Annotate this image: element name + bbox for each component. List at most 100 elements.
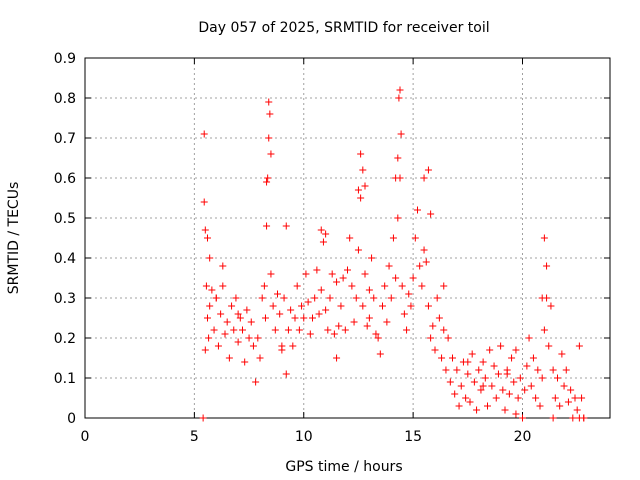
data-point	[317, 226, 325, 234]
data-point	[333, 354, 341, 362]
data-point	[564, 398, 572, 406]
data-point	[381, 282, 389, 290]
data-point	[479, 382, 487, 390]
data-point	[527, 382, 535, 390]
data-point	[200, 130, 208, 138]
data-point	[234, 338, 242, 346]
data-point	[304, 298, 312, 306]
y-tick-label: 0.6	[54, 171, 76, 187]
data-point	[365, 314, 373, 322]
data-point	[230, 326, 238, 334]
data-point	[549, 414, 557, 422]
data-point	[389, 234, 397, 242]
data-point	[287, 306, 295, 314]
data-point	[571, 394, 579, 402]
data-point	[265, 134, 273, 142]
data-point	[256, 354, 264, 362]
data-point	[370, 294, 378, 302]
data-point	[562, 366, 570, 374]
data-point	[385, 262, 393, 270]
data-point	[503, 370, 511, 378]
data-point	[280, 294, 288, 302]
data-point	[457, 382, 465, 390]
data-point	[416, 262, 424, 270]
data-point	[263, 222, 271, 230]
data-point	[534, 366, 542, 374]
data-point	[201, 346, 209, 354]
data-point	[206, 254, 214, 262]
data-point	[328, 270, 336, 278]
data-point	[348, 282, 356, 290]
data-point	[554, 374, 561, 382]
data-point	[424, 302, 432, 310]
data-point	[357, 194, 365, 202]
data-point	[200, 198, 208, 206]
data-point	[204, 314, 211, 322]
y-tick-label: 0.9	[54, 51, 76, 67]
data-point	[337, 302, 345, 310]
data-point	[317, 286, 325, 294]
data-point	[532, 394, 540, 402]
data-point	[346, 234, 354, 242]
data-point	[403, 326, 411, 334]
data-point	[383, 318, 391, 326]
data-point	[243, 306, 251, 314]
data-point	[269, 302, 277, 310]
data-point	[455, 402, 463, 410]
data-point	[392, 274, 400, 282]
y-tick-label: 0.4	[54, 251, 76, 267]
data-point	[499, 386, 507, 394]
data-point	[473, 406, 481, 414]
data-point	[486, 346, 494, 354]
data-point	[512, 346, 520, 354]
data-point	[271, 326, 279, 334]
data-point	[357, 150, 365, 158]
data-point	[274, 290, 281, 298]
y-tick-label: 0.3	[54, 291, 76, 307]
data-point	[400, 310, 408, 318]
y-tick-label: 0	[67, 411, 76, 427]
axis-ticks: 0 0.1 0.2 0.3 0.4 0.5 0.6 0.7 0.8 0.9 0 5 10 15 20	[54, 51, 610, 445]
y-tick-label: 0.2	[54, 331, 76, 347]
x-tick-label: 5	[190, 429, 199, 445]
data-point	[479, 358, 487, 366]
data-point	[464, 370, 472, 378]
data-point	[221, 330, 229, 338]
data-point	[438, 354, 446, 362]
data-point	[453, 366, 461, 374]
data-point	[514, 394, 522, 402]
data-point	[210, 326, 218, 334]
data-point	[295, 326, 303, 334]
data-point	[521, 386, 529, 394]
data-point	[264, 174, 272, 182]
data-point	[475, 366, 483, 374]
data-point	[407, 302, 415, 310]
data-point	[540, 326, 548, 334]
data-point	[429, 322, 437, 330]
data-point	[505, 390, 513, 398]
data-point	[558, 350, 566, 358]
data-point	[284, 326, 292, 334]
data-point	[361, 270, 369, 278]
data-point	[260, 282, 268, 290]
data-point	[470, 378, 478, 386]
data-point	[538, 374, 546, 382]
data-point	[409, 274, 417, 282]
data-point	[492, 394, 500, 402]
data-point	[556, 402, 564, 410]
data-point	[573, 406, 581, 414]
data-point	[361, 182, 369, 190]
data-point	[420, 246, 428, 254]
data-point	[397, 130, 405, 138]
data-point	[219, 282, 227, 290]
data-point	[379, 302, 386, 310]
data-point	[261, 314, 269, 322]
data-point	[354, 186, 362, 194]
y-tick-label: 0.1	[54, 371, 76, 387]
data-point	[208, 286, 216, 294]
data-point	[278, 342, 286, 350]
data-point	[302, 270, 310, 278]
data-point	[516, 374, 524, 382]
data-point	[311, 294, 319, 302]
